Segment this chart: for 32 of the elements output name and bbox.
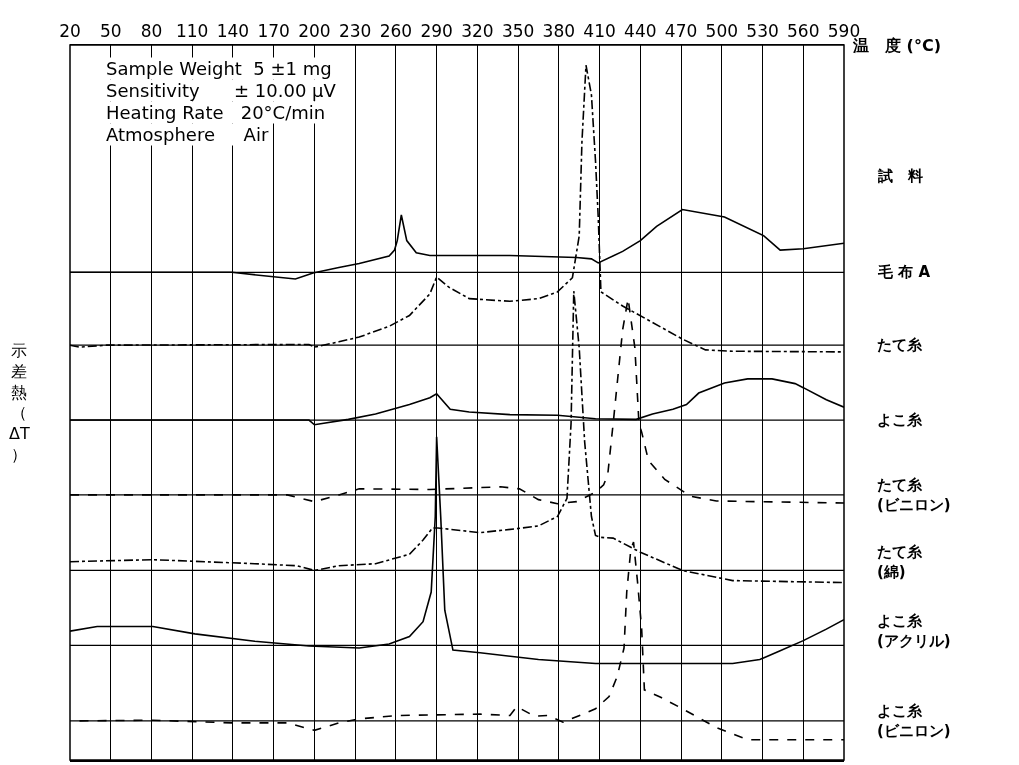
text: よこ糸 (アクリル) (877, 612, 951, 650)
x-tick-label: 290 (420, 20, 453, 41)
legend-title: 試 料 (877, 167, 923, 185)
x-tick-label: 350 (501, 20, 535, 41)
x-tick-label: 500 (705, 20, 739, 41)
x-tick-label: 470 (664, 20, 698, 41)
annotation: Sensitivity ± 10.00 μV (106, 80, 337, 101)
x-tick-label: 260 (379, 20, 413, 41)
x-tick-label: 200 (298, 20, 331, 41)
text: たて糸 (綿) (877, 543, 923, 581)
x-tick-label: 380 (542, 20, 576, 41)
text: たて糸 (ビニロン) (877, 476, 951, 514)
annotation: Atmosphere Air (106, 124, 269, 145)
text: よこ糸 (877, 411, 923, 429)
x-tick-label: 320 (461, 20, 494, 41)
x-tick-label: 560 (787, 20, 820, 41)
x-tick-label: 530 (746, 20, 779, 41)
text: 毛 布 A (877, 263, 931, 281)
x-tick-label: 440 (624, 20, 657, 41)
text: よこ糸 (ビニロン) (877, 702, 951, 740)
text: たて糸 (877, 336, 923, 354)
x-tick-label: 140 (216, 20, 250, 41)
x-tick-label: 230 (338, 20, 372, 41)
x-tick-label: 110 (175, 20, 209, 41)
x-tick-label: 170 (257, 20, 290, 41)
x-tick-label: 50 (99, 20, 122, 41)
annotation: Heating Rate 20°C/min (106, 102, 326, 123)
annotation: Sample Weight 5 ±1 mg (106, 58, 332, 79)
x-tick-label: 20 (59, 20, 81, 41)
x-tick-label: 410 (583, 20, 616, 41)
y-axis-title: 示差熱（ΔT） (9, 341, 30, 464)
x-tick-label: 80 (140, 20, 163, 41)
